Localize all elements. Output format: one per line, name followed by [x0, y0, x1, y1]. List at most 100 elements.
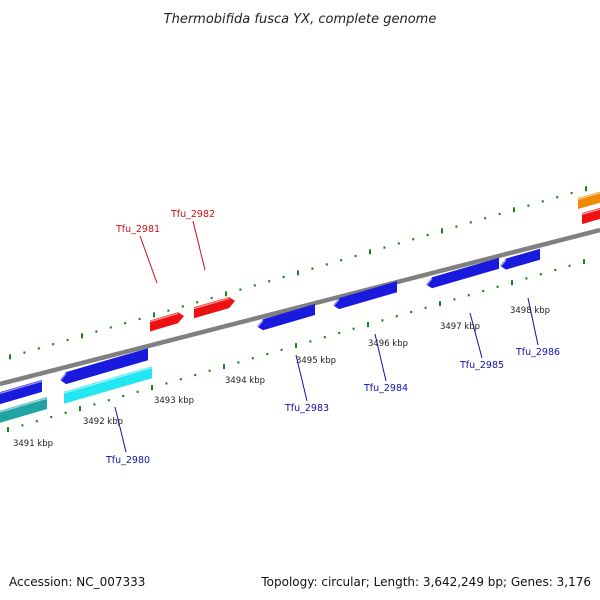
upper-scale-tick-minor	[282, 275, 285, 279]
lower-scale-tick-minor	[352, 327, 355, 330]
gene-features	[0, 191, 600, 423]
gene-arrow-tfu-2985-highlight	[425, 278, 433, 287]
gene-arrow-tfu-2981	[149, 312, 184, 332]
upper-scale-tick-minor	[268, 280, 271, 283]
lower-scale-tick-minor	[525, 277, 528, 280]
gene-arrow-tfu-2984	[332, 281, 397, 310]
gene-arrow-tfu-2986-shape	[500, 248, 540, 270]
lower-scale-tick-major	[583, 259, 585, 265]
upper-scale-tick-major	[225, 291, 227, 297]
gene-arrow-tfu-2981-shape	[150, 312, 184, 332]
lower-scale-tick-minor	[21, 424, 24, 427]
lower-scale-tick-minor	[554, 268, 557, 272]
gene-arrow-orange-highlight	[577, 192, 600, 200]
upper-scale-tick-minor	[340, 259, 343, 262]
lower-scale-tick-major	[79, 406, 81, 412]
upper-scale-tick-minor	[354, 254, 357, 258]
gene-arrow-teal-edge	[0, 397, 48, 423]
lower-scale-tick-minor	[410, 310, 413, 314]
gene-arrow-red-edge-highlight	[581, 208, 600, 215]
gene-arrow-teal-edge-highlight	[0, 397, 48, 413]
leader-tfu-2983	[295, 354, 308, 402]
leader-tfu-2982	[192, 220, 206, 271]
lower-scale-tick-minor	[194, 373, 197, 377]
upper-scale-tick-minor	[498, 212, 501, 216]
gene-arrow-tfu-2983-highlight	[256, 319, 264, 329]
upper-scale-tick-major	[153, 312, 155, 318]
lower-scale-tick-minor	[179, 378, 182, 381]
kbp-label: 3496 kbp	[368, 339, 408, 349]
lower-scale-tick-minor	[395, 315, 398, 318]
lower-scale-tick-minor	[208, 369, 211, 372]
gene-arrow-red-edge-shape	[582, 207, 600, 225]
upper-scale-tick-minor	[66, 338, 69, 342]
upper-scale-tick-minor	[23, 351, 26, 354]
lower-scale-tick-minor	[323, 336, 326, 339]
lower-scale-tick-major	[295, 343, 297, 349]
genome-backbone	[0, 227, 600, 387]
leader-tfu-2980	[114, 406, 127, 453]
upper-scale-tick-minor	[541, 200, 544, 203]
lower-scale-tick-major	[151, 385, 153, 391]
lower-scale-tick-minor	[266, 352, 269, 356]
lower-scale-tick-minor	[64, 411, 67, 414]
upper-scale-tick-minor	[239, 288, 242, 291]
upper-scale-tick-minor	[556, 196, 559, 199]
genome-summary: Topology: circular; Length: 3,642,249 bp…	[260, 575, 591, 589]
upper-scale-tick-minor	[181, 305, 184, 308]
gene-arrow-tfu-2986	[499, 248, 540, 270]
upper-scale-tick-major	[369, 249, 371, 255]
lower-scale-tick-major	[223, 364, 225, 370]
gene-label-tfu-2984: Tfu_2984	[363, 383, 408, 394]
lower-scale-tick-minor	[568, 264, 571, 267]
lower-scale-tick-minor	[280, 348, 283, 351]
upper-scale-tick-minor	[311, 267, 314, 270]
gene-arrow-blue-upstream-highlight	[59, 372, 67, 382]
gene-arrow-teal-edge-shape	[0, 397, 47, 423]
lower-scale-tick-minor	[35, 420, 38, 423]
kbp-label: 3497 kbp	[440, 322, 480, 332]
upper-scale-tick-major	[441, 228, 443, 234]
kbp-label: 3498 kbp	[510, 306, 550, 316]
upper-scale-tick-minor	[455, 225, 458, 228]
gene-arrow-blue-upstream-shape	[60, 348, 148, 385]
kbp-label: 3493 kbp	[154, 396, 194, 406]
lower-scale-tick-minor	[424, 306, 427, 309]
lower-scale-tick-minor	[496, 285, 499, 288]
lower-scale-tick-minor	[482, 289, 485, 293]
lower-scale-tick-minor	[467, 294, 470, 297]
upper-scale-tick-major	[585, 186, 587, 192]
upper-scale-tick-minor	[253, 284, 256, 287]
leader-tfu-2985	[469, 312, 483, 359]
accession-label: Accession: NC_007333	[9, 575, 145, 589]
gene-label-tfu-2981: Tfu_2981	[115, 224, 160, 235]
upper-scale-tick-minor	[95, 330, 98, 333]
gene-arrow-blue-edge-highlight	[0, 380, 43, 394]
upper-scale-tick-minor	[37, 347, 40, 350]
upper-scale-tick-minor	[196, 301, 199, 304]
gene-arrow-tfu-2981-highlight	[149, 312, 179, 323]
gene-arrow-tfu-2980-highlight	[63, 366, 153, 394]
upper-scale-tick-minor	[484, 217, 487, 220]
kbp-label: 3495 kbp	[296, 356, 336, 366]
gene-arrow-orange-shape	[578, 191, 600, 209]
lower-scale-tick-minor	[122, 394, 125, 398]
kbp-label: 3492 kbp	[83, 417, 123, 427]
gene-arrow-orange	[577, 191, 600, 209]
upper-scale-tick-minor	[124, 322, 127, 325]
upper-scale-tick-minor	[109, 326, 112, 329]
gene-arrow-tfu-2982-highlight	[193, 297, 230, 310]
lower-scale-tick-minor	[107, 399, 110, 402]
gene-arrow-blue-upstream	[59, 348, 148, 385]
leader-tfu-2981	[139, 235, 158, 284]
lower-scale-tick-major	[367, 322, 369, 328]
upper-scale-tick-minor	[52, 343, 55, 346]
gene-label-tfu-2983: Tfu_2983	[284, 403, 329, 414]
gene-arrow-tfu-2983	[256, 304, 315, 331]
gene-arrow-tfu-2986-highlight	[499, 259, 507, 268]
upper-scale-tick-major	[9, 354, 11, 360]
upper-scale-tick-minor	[325, 263, 328, 266]
lower-scale-tick-minor	[453, 298, 456, 301]
upper-scale-tick-major	[297, 270, 299, 276]
